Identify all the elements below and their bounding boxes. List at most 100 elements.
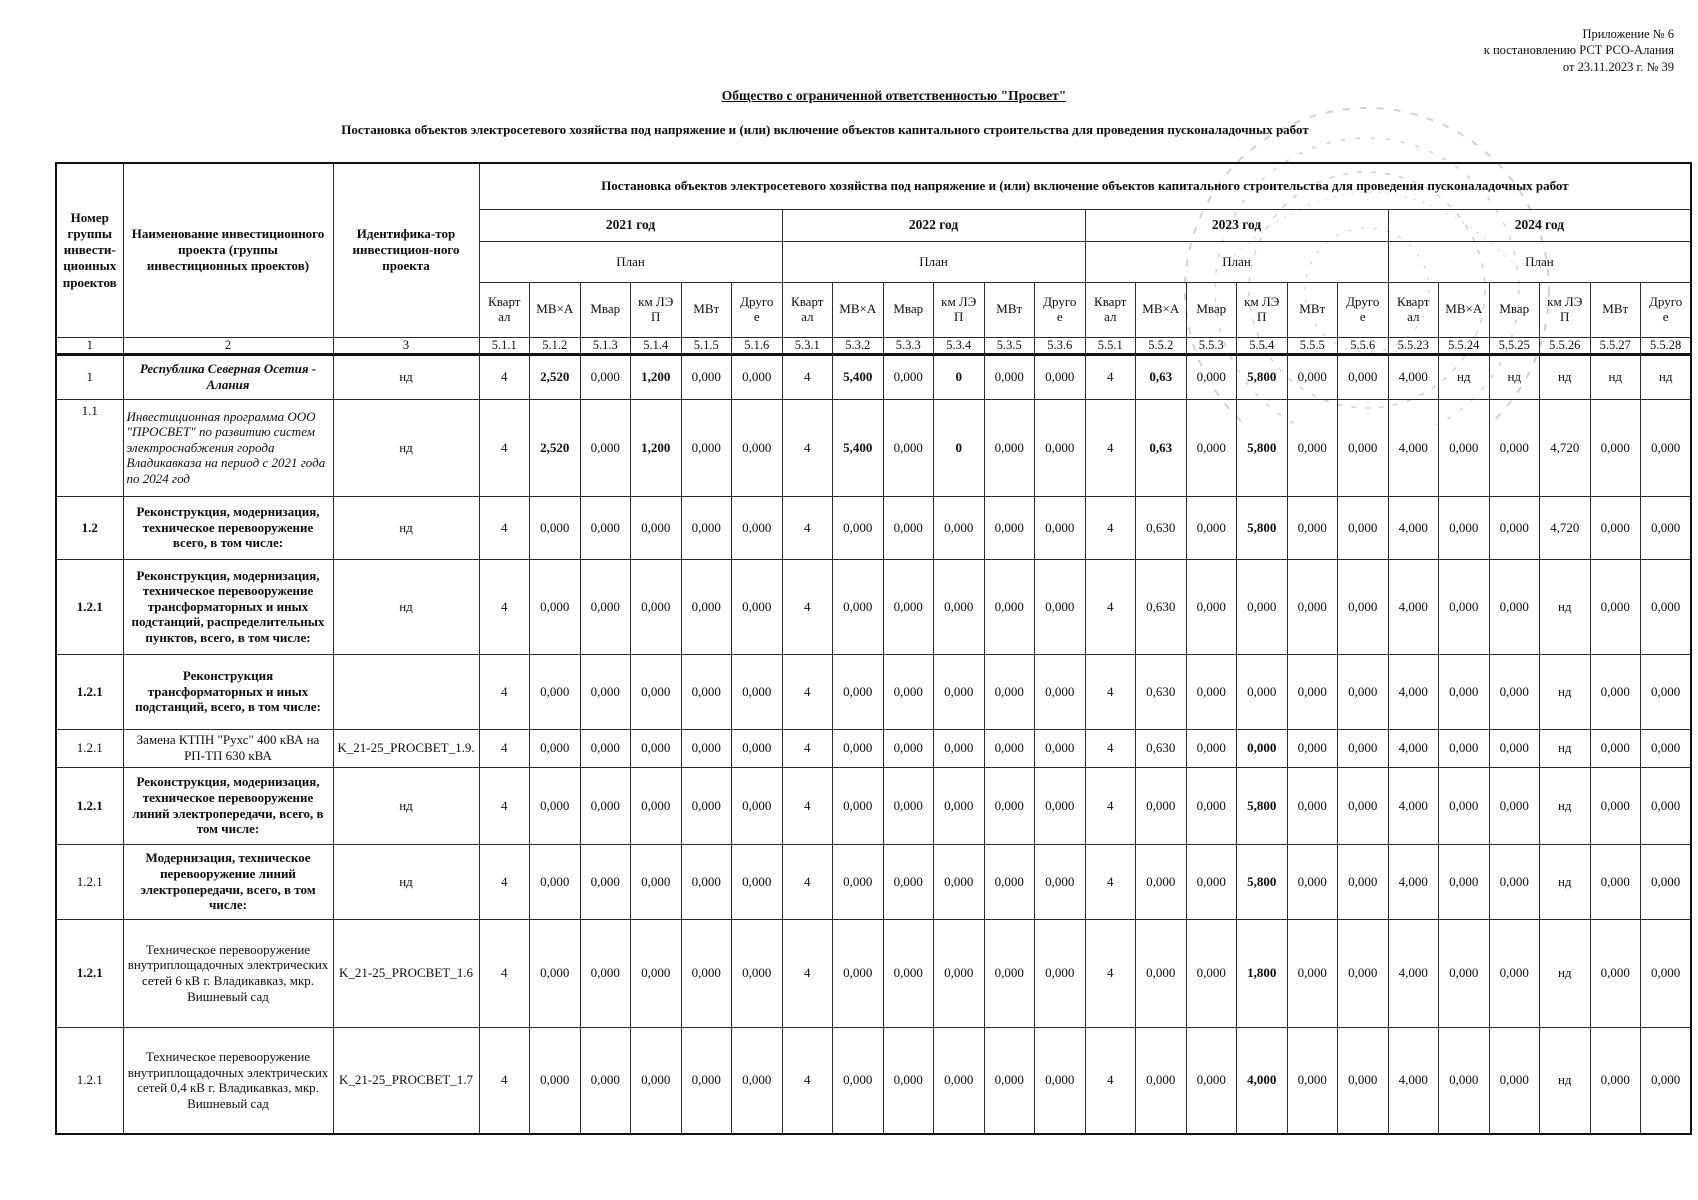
project-name-cell: Техническое перевооружение внутриплощадо… [122, 918, 334, 1028]
unit-header-cell: Квартал [478, 281, 530, 338]
value-cell: 4,000 [1387, 558, 1439, 655]
project-id-cell: нд [332, 398, 480, 497]
appendix-line-1: Приложение № 6 [1582, 27, 1674, 41]
value-cell: 0,000 [1185, 653, 1237, 730]
value-cell: 0,000 [1488, 495, 1540, 560]
value-cell: 0,000 [1589, 495, 1641, 560]
value-cell: 4 [478, 843, 530, 920]
value-cell: 4 [1084, 918, 1136, 1028]
unit-header-cell: МВ×А [529, 281, 581, 338]
value-cell: 0,000 [1488, 918, 1540, 1028]
unit-header-cell: Другое [1337, 281, 1389, 338]
project-id-cell: нд [332, 843, 480, 920]
value-cell: нд [1539, 353, 1591, 400]
value-cell: 0,000 [1185, 495, 1237, 560]
value-cell: 0,000 [1640, 558, 1692, 655]
value-cell: 0,000 [1135, 843, 1187, 920]
value-cell: 0,000 [1640, 1026, 1692, 1135]
value-cell: 0,000 [1589, 728, 1641, 768]
column-number-cell: 1 [55, 336, 124, 356]
value-cell: 4 [1084, 495, 1136, 560]
value-cell: 0,000 [1589, 398, 1641, 497]
value-cell: 0,000 [680, 766, 732, 845]
value-cell: 0,000 [1286, 558, 1338, 655]
value-cell: нд [1539, 728, 1591, 768]
project-name-cell: Реконструкция, модернизация, техническое… [122, 766, 334, 845]
column-number-cell: 5.3.6 [1034, 336, 1086, 356]
col-header-project-name: Наименование инвестиционного проекта (гр… [122, 162, 334, 338]
project-id-cell: K_21-25_PROCBET_1.9. [332, 728, 480, 768]
value-cell: 0,000 [832, 918, 884, 1028]
column-number-cell: 5.5.25 [1488, 336, 1540, 356]
value-cell: 4 [478, 558, 530, 655]
value-cell: 0,000 [832, 1026, 884, 1135]
value-cell: 0,000 [1640, 398, 1692, 497]
value-cell: 0 [933, 353, 985, 400]
value-cell: 5,800 [1236, 398, 1288, 497]
row-number-cell: 1.2.1 [55, 766, 124, 845]
column-number-cell: 3 [332, 336, 480, 356]
value-cell: 5,800 [1236, 843, 1288, 920]
value-cell: 0,000 [630, 1026, 682, 1135]
value-cell: 2,520 [529, 353, 581, 400]
value-cell: 0,000 [983, 398, 1035, 497]
project-id-cell: нд [332, 766, 480, 845]
value-cell: 0,000 [832, 558, 884, 655]
value-cell: 4,000 [1387, 1026, 1439, 1135]
value-cell: 0,000 [1034, 495, 1086, 560]
table-row: 1.2 Реконструкция, модернизация, техничес… [55, 495, 1692, 560]
value-cell: 0,000 [933, 843, 985, 920]
value-cell: 0,000 [529, 843, 581, 920]
row-number-cell: 1.2.1 [55, 843, 124, 920]
value-cell: 0,000 [1589, 766, 1641, 845]
unit-header-cell: Другое [731, 281, 783, 338]
value-cell: 0,000 [731, 843, 783, 920]
value-cell: 4 [478, 1026, 530, 1135]
value-cell: 0,000 [1286, 1026, 1338, 1135]
appendix-reference: Приложение № 6 к постановлению РСТ РСО-А… [1484, 26, 1674, 75]
value-cell: 4 [1084, 766, 1136, 845]
unit-header-cell: км ЛЭП [1236, 281, 1288, 338]
plan-header-2021: План [478, 240, 783, 283]
unit-header-cell: Квартал [781, 281, 833, 338]
value-cell: 0,000 [529, 558, 581, 655]
table-row: 1.2.1 Техническое перевооружение внутрипл… [55, 918, 1692, 1028]
value-cell: 0,000 [1438, 843, 1490, 920]
column-number-cell: 5.3.4 [933, 336, 985, 356]
value-cell: 0,000 [983, 766, 1035, 845]
value-cell: 1,800 [1236, 918, 1288, 1028]
value-cell: 0,000 [1286, 653, 1338, 730]
value-cell: 0,000 [579, 766, 631, 845]
value-cell: 5,800 [1236, 766, 1288, 845]
unit-header-cell: МВ×А [832, 281, 884, 338]
column-number-cell: 2 [122, 336, 334, 356]
value-cell: 0,000 [1589, 918, 1641, 1028]
value-cell: 0,000 [1185, 558, 1237, 655]
column-number-cell: 5.5.24 [1438, 336, 1490, 356]
unit-header-cell: Квартал [1084, 281, 1136, 338]
value-cell: 0,000 [680, 398, 732, 497]
value-cell: 0,000 [882, 843, 934, 920]
value-cell: 0,000 [1589, 843, 1641, 920]
value-cell: 0,000 [882, 766, 934, 845]
column-number-cell: 5.1.1 [478, 336, 530, 356]
value-cell: 0,000 [983, 653, 1035, 730]
value-cell: 0,000 [983, 728, 1035, 768]
value-cell: 4,000 [1236, 1026, 1288, 1135]
value-cell: 0,000 [1185, 918, 1237, 1028]
unit-header-cell: МВт [983, 281, 1035, 338]
value-cell: 0,000 [1337, 728, 1389, 768]
column-number-cell: 5.1.6 [731, 336, 783, 356]
table-row: 1.1 Инвестиционная программа ООО "ПРОСВЕТ… [55, 398, 1692, 497]
value-cell: 0,000 [1438, 495, 1490, 560]
years-row: 2021 год 2022 год 2023 год 2024 год [56, 208, 1692, 242]
column-number-cell: 5.5.27 [1589, 336, 1641, 356]
value-cell: 0,000 [1589, 558, 1641, 655]
value-cell: 4 [478, 398, 530, 497]
value-cell: нд [1640, 353, 1692, 400]
value-cell: 0,000 [933, 558, 985, 655]
value-cell: 0,000 [1438, 653, 1490, 730]
value-cell: 0,000 [579, 495, 631, 560]
value-cell: 0,000 [1034, 353, 1086, 400]
value-cell: 4,000 [1387, 653, 1439, 730]
